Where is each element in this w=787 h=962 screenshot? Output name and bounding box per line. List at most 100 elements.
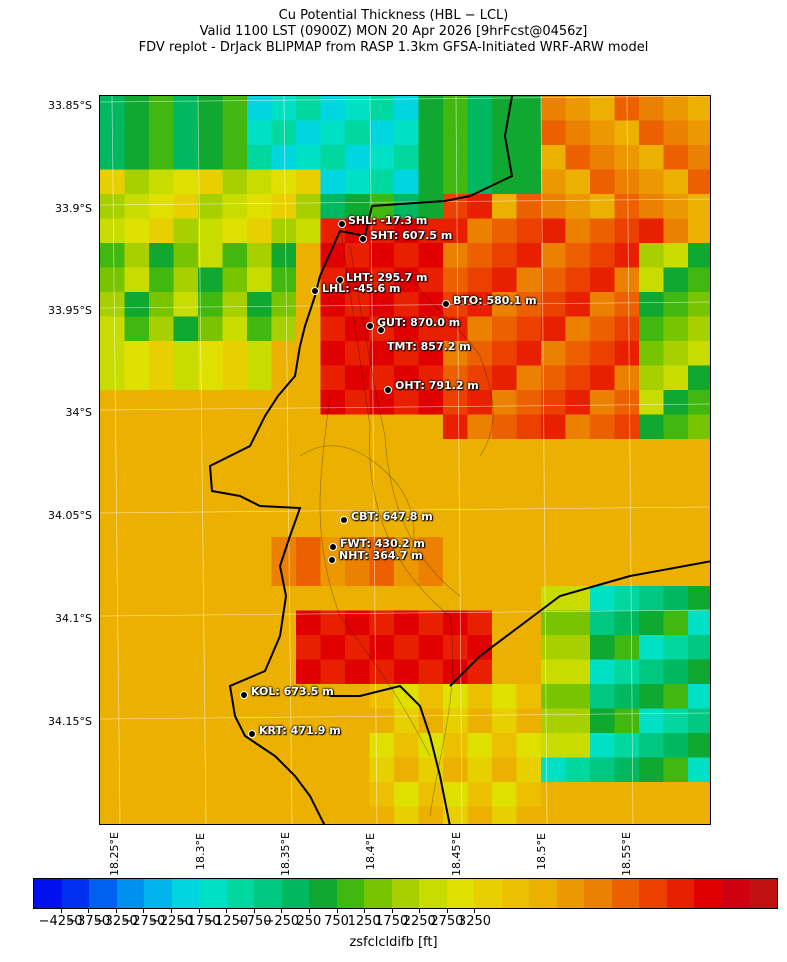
map-cell [492,145,518,171]
terrain-contour [319,395,431,757]
map-cell [639,684,665,710]
map-cell [565,439,591,465]
map-cell [345,341,371,367]
station-dot-krt [248,730,256,738]
map-cell [614,316,640,342]
map-cell [639,145,665,171]
map-cell [467,316,493,342]
map-cell [443,267,469,293]
map-cell [271,243,297,269]
map-cell [565,292,591,318]
map-cell [394,341,420,367]
station-dot-gut-2 [377,326,385,334]
colorbar-tick-label: 1750 [375,914,409,929]
graticule-line [111,96,121,824]
map-cell [100,806,126,824]
map-cell [590,463,616,489]
map-cell [418,659,444,685]
station-label-nht: NHT: 364.7 m [339,549,423,562]
map-cell [345,488,371,514]
map-cell [467,561,493,587]
map-cell [345,267,371,293]
map-cell [247,782,273,808]
map-cell [443,782,469,808]
map-cell [443,488,469,514]
map-cell [198,512,224,538]
map-cell [443,316,469,342]
map-cell [198,243,224,269]
map-cell [688,782,710,808]
map-cell [565,267,591,293]
lat-label-33-9: 33.9°S [55,202,92,215]
map-cell [345,659,371,685]
colorbar-swatch [584,879,612,908]
map-cell [173,341,199,367]
map-cell [345,96,371,122]
map-cell [418,341,444,367]
map-cell [271,782,297,808]
map-cell [492,512,518,538]
map-cell [173,194,199,220]
map-cell [565,218,591,244]
map-cell [467,96,493,122]
map-cell [369,733,395,759]
map-cell [149,708,175,734]
map-cell [688,806,710,824]
map-cell [247,218,273,244]
map-cell [198,390,224,416]
map-cell [100,757,126,783]
map-cell [320,659,346,685]
map-cell [467,708,493,734]
map-cell [173,390,199,416]
map-cell [100,733,126,759]
colorbar-swatch [694,879,722,908]
map-cell [492,684,518,710]
map-cell [124,806,150,824]
station-dot-sht [359,235,367,243]
map-cell [418,194,444,220]
map-cell [639,782,665,808]
map-cell [467,145,493,171]
map-cell [541,512,567,538]
map-cell [614,365,640,391]
map-cell [516,120,542,146]
map-cell [639,659,665,685]
map-cell [639,292,665,318]
map-cell [688,463,710,489]
map-cell [467,806,493,824]
map-cell [271,659,297,685]
colorbar-tick-label: −1250 [204,914,249,929]
map-cell [688,292,710,318]
map-cell [443,684,469,710]
map-cell [345,708,371,734]
map-cell [516,512,542,538]
colorbar-tick-label: −1750 [176,914,221,929]
map-cell [467,243,493,269]
map-cell [541,439,567,465]
map-cell [418,782,444,808]
map-cell [492,806,518,824]
map-cell [394,561,420,587]
map-cell [173,365,199,391]
map-cell [320,806,346,824]
map-cell [614,243,640,269]
colorbar-swatch [391,879,420,908]
map-cell [516,537,542,563]
map-cell [565,243,591,269]
map-cell [614,782,640,808]
station-label-krt: KRT: 471.9 m [259,724,341,737]
map-cell [198,561,224,587]
map-cell [565,390,591,416]
map-cell [492,96,518,122]
map-cell [100,463,126,489]
map-cell [614,267,640,293]
map-cell [418,169,444,195]
colorbar-swatch [34,879,62,908]
terrain-contour [299,445,415,557]
map-cell [149,512,175,538]
colorbar-tick-label: −4250 [38,914,83,929]
map-cell [173,757,199,783]
map-cell [198,635,224,661]
map-cell [418,586,444,612]
map-cell [639,586,665,612]
